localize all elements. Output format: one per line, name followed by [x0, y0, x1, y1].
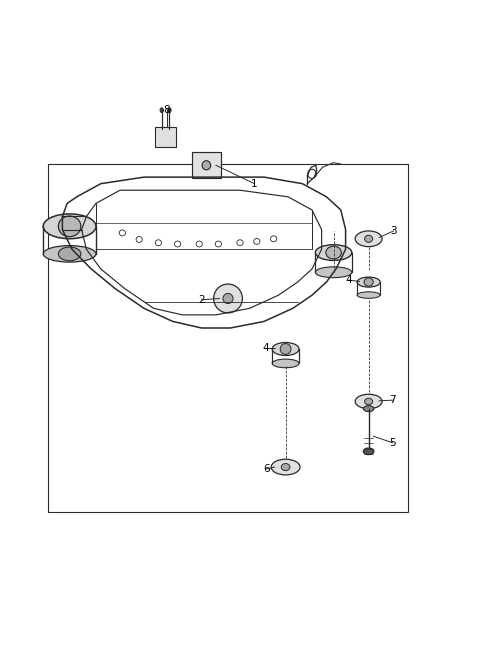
Text: 3: 3	[390, 226, 397, 236]
Ellipse shape	[363, 448, 374, 455]
Ellipse shape	[223, 293, 233, 304]
Ellipse shape	[271, 459, 300, 475]
Ellipse shape	[272, 359, 299, 368]
Ellipse shape	[365, 398, 372, 405]
Text: 6: 6	[263, 464, 270, 474]
Bar	[48, 164, 408, 512]
Ellipse shape	[43, 245, 96, 262]
Ellipse shape	[364, 278, 373, 286]
Ellipse shape	[43, 214, 96, 239]
Ellipse shape	[357, 292, 380, 298]
Text: 2: 2	[198, 295, 205, 305]
Text: 5: 5	[389, 438, 396, 448]
Text: 1: 1	[251, 178, 258, 189]
Text: 4: 4	[345, 275, 352, 285]
Ellipse shape	[365, 236, 372, 242]
Text: 4: 4	[262, 342, 269, 353]
Text: 7: 7	[389, 395, 396, 405]
Ellipse shape	[59, 216, 81, 237]
Ellipse shape	[280, 344, 291, 354]
Ellipse shape	[59, 247, 81, 260]
Ellipse shape	[168, 108, 171, 113]
Ellipse shape	[315, 267, 352, 277]
Ellipse shape	[214, 284, 242, 313]
Ellipse shape	[272, 342, 299, 356]
Ellipse shape	[315, 245, 352, 260]
FancyBboxPatch shape	[192, 152, 221, 178]
Ellipse shape	[355, 394, 382, 409]
Ellipse shape	[357, 277, 380, 287]
Text: 8: 8	[164, 104, 170, 115]
Ellipse shape	[160, 108, 163, 113]
Ellipse shape	[281, 464, 290, 470]
Ellipse shape	[355, 231, 382, 247]
Ellipse shape	[326, 246, 341, 259]
Ellipse shape	[363, 405, 374, 412]
Ellipse shape	[202, 161, 211, 170]
FancyBboxPatch shape	[155, 127, 176, 147]
